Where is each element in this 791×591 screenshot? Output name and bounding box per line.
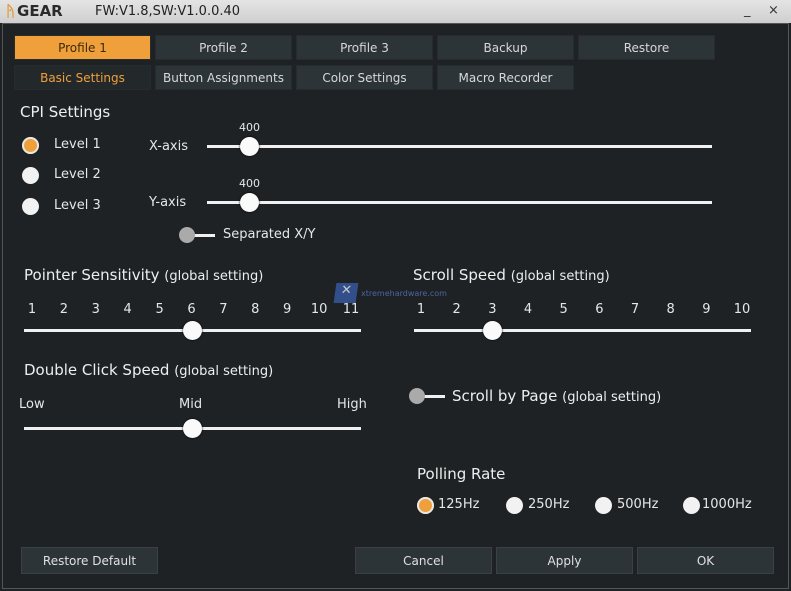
tab-profile-2[interactable]: Profile 2 [155, 35, 292, 60]
scroll-tick: 9 [702, 302, 711, 317]
pointer-tick: 3 [91, 302, 100, 317]
polling-1000-radio[interactable] [683, 497, 700, 514]
tab-profile-1[interactable]: Profile 1 [14, 35, 151, 60]
logo-text: GEAR [17, 2, 63, 20]
cancel-button[interactable]: Cancel [355, 547, 492, 574]
minimize-button[interactable]: _ [744, 3, 751, 18]
level-2-label: Level 2 [54, 167, 101, 182]
scroll-speed-handle[interactable] [483, 321, 502, 340]
tab-macro-recorder[interactable]: Macro Recorder [437, 65, 574, 90]
cpi-title: CPI Settings [20, 103, 111, 121]
polling-500-radio[interactable] [595, 497, 612, 514]
scroll-tick: 7 [630, 302, 640, 317]
tab-color-settings[interactable]: Color Settings [296, 65, 433, 90]
tab-backup[interactable]: Backup [437, 35, 574, 60]
tab-restore[interactable]: Restore [578, 35, 715, 60]
scroll-tick: 4 [523, 302, 533, 317]
scroll-speed-title: Scroll Speed (global setting) [413, 266, 610, 284]
main-panel [2, 23, 789, 589]
low-label: Low [19, 397, 45, 412]
y-axis-slider[interactable] [207, 201, 712, 204]
pointer-suffix: (global setting) [164, 269, 264, 284]
double-click-handle[interactable] [183, 419, 202, 438]
version-text: FW:V1.8,SW:V1.0.0.40 [95, 4, 241, 19]
pointer-tick: 4 [123, 302, 132, 317]
scroll-by-page-label: Scroll by Page (global setting) [452, 387, 661, 405]
pointer-sensitivity-title: Pointer Sensitivity (global setting) [24, 266, 263, 284]
gear-logo: ᚤ GEAR [6, 2, 63, 20]
x-axis-slider-handle[interactable] [240, 137, 259, 156]
separated-xy-toggle[interactable] [179, 227, 215, 243]
x-axis-label: X-axis [149, 139, 188, 154]
scroll-tick: 6 [595, 302, 604, 317]
pointer-sensitivity-handle[interactable] [183, 321, 202, 340]
title-bar: ᚤ GEAR FW:V1.8,SW:V1.0.0.40 _ × [0, 0, 791, 23]
level-3-radio[interactable] [22, 198, 39, 215]
level-1-label: Level 1 [54, 137, 101, 152]
x-axis-slider[interactable] [207, 145, 712, 148]
scroll-suffix: (global setting) [510, 269, 610, 284]
level-3-label: Level 3 [54, 198, 101, 213]
high-label: High [337, 397, 367, 412]
tab-profile-3[interactable]: Profile 3 [296, 35, 433, 60]
polling-500-label: 500Hz [617, 497, 659, 512]
ok-button[interactable]: OK [637, 547, 774, 574]
mid-label: Mid [179, 397, 203, 412]
scroll-by-page-text: Scroll by Page [452, 387, 558, 405]
dblclick-title-text: Double Click Speed [24, 361, 170, 379]
pointer-title-text: Pointer Sensitivity [24, 266, 160, 284]
scroll-by-page-toggle[interactable] [409, 388, 445, 404]
scroll-by-page-suffix: (global setting) [562, 390, 662, 405]
pointer-tick: 10 [310, 302, 328, 317]
tab-basic-settings[interactable]: Basic Settings [14, 65, 151, 90]
pointer-tick: 5 [155, 302, 164, 317]
polling-rate-title: Polling Rate [417, 465, 506, 483]
pointer-tick: 9 [283, 302, 292, 317]
scroll-tick: 3 [488, 302, 497, 317]
scroll-tick: 10 [733, 302, 751, 317]
scroll-title-text: Scroll Speed [413, 266, 506, 284]
polling-250-radio[interactable] [506, 497, 523, 514]
level-2-radio[interactable] [22, 167, 39, 184]
pointer-tick: 1 [27, 302, 37, 317]
scroll-tick: 1 [416, 302, 426, 317]
scroll-tick: 8 [666, 302, 675, 317]
pointer-tick: 6 [187, 302, 196, 317]
level-1-radio[interactable] [22, 137, 39, 154]
polling-1000-label: 1000Hz [702, 497, 752, 512]
restore-default-button[interactable]: Restore Default [21, 547, 158, 574]
polling-125-radio[interactable] [417, 497, 434, 514]
scroll-speed-slider[interactable] [414, 329, 751, 332]
dblclick-suffix: (global setting) [174, 364, 274, 379]
apply-button[interactable]: Apply [496, 547, 633, 574]
fnatic-icon: ᚤ [6, 2, 16, 20]
watermark-logo: ✕ xtremehardware.com [333, 283, 447, 303]
pointer-tick: 11 [342, 302, 360, 317]
polling-250-label: 250Hz [528, 497, 570, 512]
pointer-tick: 7 [219, 302, 228, 317]
y-axis-value: 400 [239, 177, 260, 190]
double-click-title: Double Click Speed (global setting) [24, 361, 273, 379]
scroll-tick: 5 [559, 302, 568, 317]
scroll-tick: 2 [452, 302, 461, 317]
tab-button-assignments[interactable]: Button Assignments [155, 65, 292, 90]
separated-xy-label: Separated X/Y [223, 227, 316, 242]
y-axis-label: Y-axis [149, 195, 187, 210]
close-button[interactable]: × [768, 3, 779, 18]
pointer-tick: 2 [59, 302, 69, 317]
y-axis-slider-handle[interactable] [240, 193, 259, 212]
pointer-tick: 8 [251, 302, 260, 317]
x-axis-value: 400 [239, 121, 260, 134]
polling-125-label: 125Hz [438, 497, 480, 512]
